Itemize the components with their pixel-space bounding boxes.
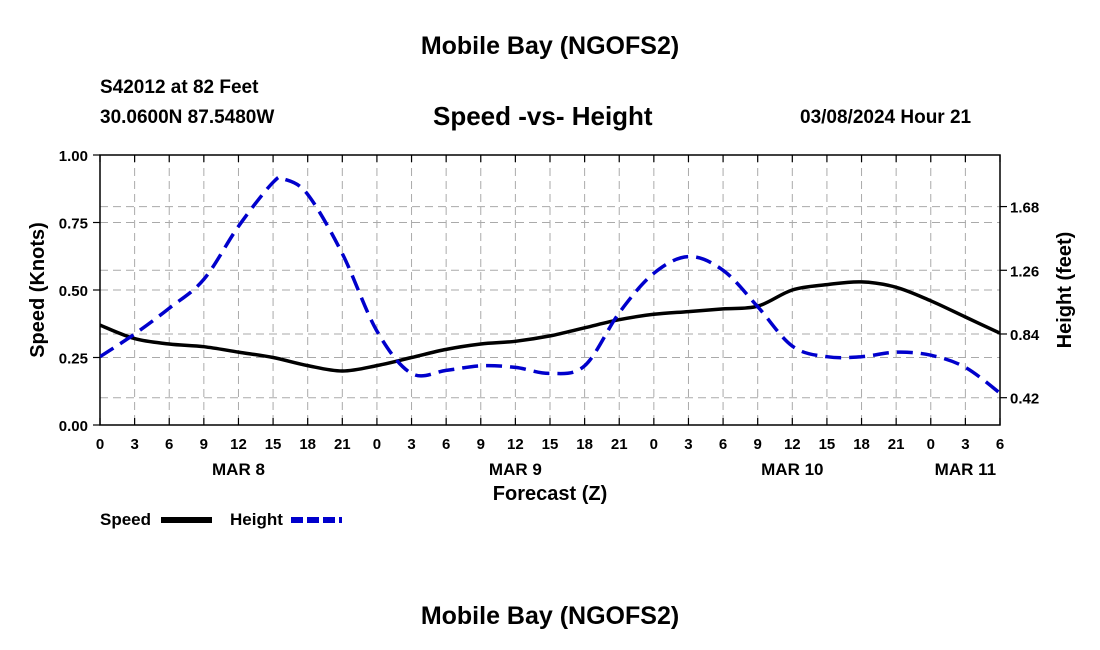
x-tick-label: 3	[130, 436, 138, 453]
x-tick-label: 9	[200, 436, 208, 453]
date-label: MAR 10	[761, 460, 823, 479]
y-tick-label: 0.75	[59, 216, 88, 233]
y-tick-label: 1.00	[59, 148, 88, 165]
x-tick-label: 6	[996, 436, 1004, 453]
x-tick-label: 9	[477, 436, 485, 453]
y2-tick-label: 1.26	[1010, 263, 1039, 280]
x-tick-label: 12	[230, 436, 247, 453]
x-tick-label: 21	[888, 436, 905, 453]
y2-tick-label: 0.84	[1010, 327, 1040, 344]
x-tick-label: 0	[373, 436, 381, 453]
grid	[100, 154, 1000, 425]
page-title-bottom: Mobile Bay (NGOFS2)	[420, 602, 680, 630]
x-tick-label: 12	[784, 436, 801, 453]
x-tick-label: 3	[684, 436, 692, 453]
page-title: Mobile Bay (NGOFS2)	[420, 32, 680, 60]
speed-height-chart: 0 3 6 9 12 15 18 21 0 3 6 9 12 15 18 21 0 3 6 9 12 15 18 21 0 3 6M…	[27, 148, 1076, 529]
x-tick-label: 15	[819, 436, 836, 453]
x-tick-label: 0	[650, 436, 658, 453]
x-tick-label: 15	[265, 436, 282, 453]
y-tick-label: 0.25	[59, 351, 88, 368]
station-coordinates: 30.0600N 87.5480W	[100, 107, 275, 128]
x-tick-label: 18	[299, 436, 316, 453]
legend-speed-label: Speed	[100, 510, 151, 529]
date-label: MAR 11	[935, 460, 996, 479]
x-tick-label: 15	[542, 436, 559, 453]
speed-series-line	[100, 280, 1000, 373]
x-tick-label: 18	[853, 436, 870, 453]
legend: Speed Height	[100, 510, 342, 529]
date-label: MAR 9	[489, 460, 542, 479]
chart-subtitle: Speed -vs- Height	[433, 101, 653, 131]
series	[100, 175, 1000, 395]
x-tick-label: 3	[961, 436, 969, 453]
x-tick-label: 21	[334, 436, 351, 453]
x-tick-label: 12	[507, 436, 524, 453]
height-series-line	[100, 175, 1000, 395]
axis-labels: 0 3 6 9 12 15 18 21 0 3 6 9 12 15 18 21 0 3 6 9 12 15 18 21 0 3 6M…	[27, 148, 1076, 505]
x-tick-label: 6	[165, 436, 173, 453]
x-tick-label: 3	[407, 436, 415, 453]
axis-ticks	[93, 154, 1007, 426]
date-label: MAR 8	[212, 460, 265, 479]
y2-axis-title: Height (feet)	[1054, 232, 1076, 349]
y-tick-label: 0.00	[59, 418, 88, 435]
legend-height-label: Height	[230, 510, 283, 529]
x-axis-title: Forecast (Z)	[493, 483, 607, 505]
y2-tick-label: 1.68	[1010, 200, 1039, 217]
y-tick-label: 0.50	[59, 283, 88, 300]
x-tick-label: 6	[719, 436, 727, 453]
forecast-datetime: 03/08/2024 Hour 21	[800, 107, 972, 128]
x-tick-label: 0	[96, 436, 104, 453]
x-tick-label: 21	[611, 436, 628, 453]
x-tick-label: 0	[927, 436, 935, 453]
x-tick-label: 6	[442, 436, 450, 453]
y-axis-title: Speed (Knots)	[27, 222, 49, 358]
station-label: S42012 at 82 Feet	[100, 77, 259, 98]
x-tick-label: 18	[576, 436, 593, 453]
y2-tick-label: 0.42	[1010, 391, 1039, 408]
x-tick-label: 9	[754, 436, 762, 453]
